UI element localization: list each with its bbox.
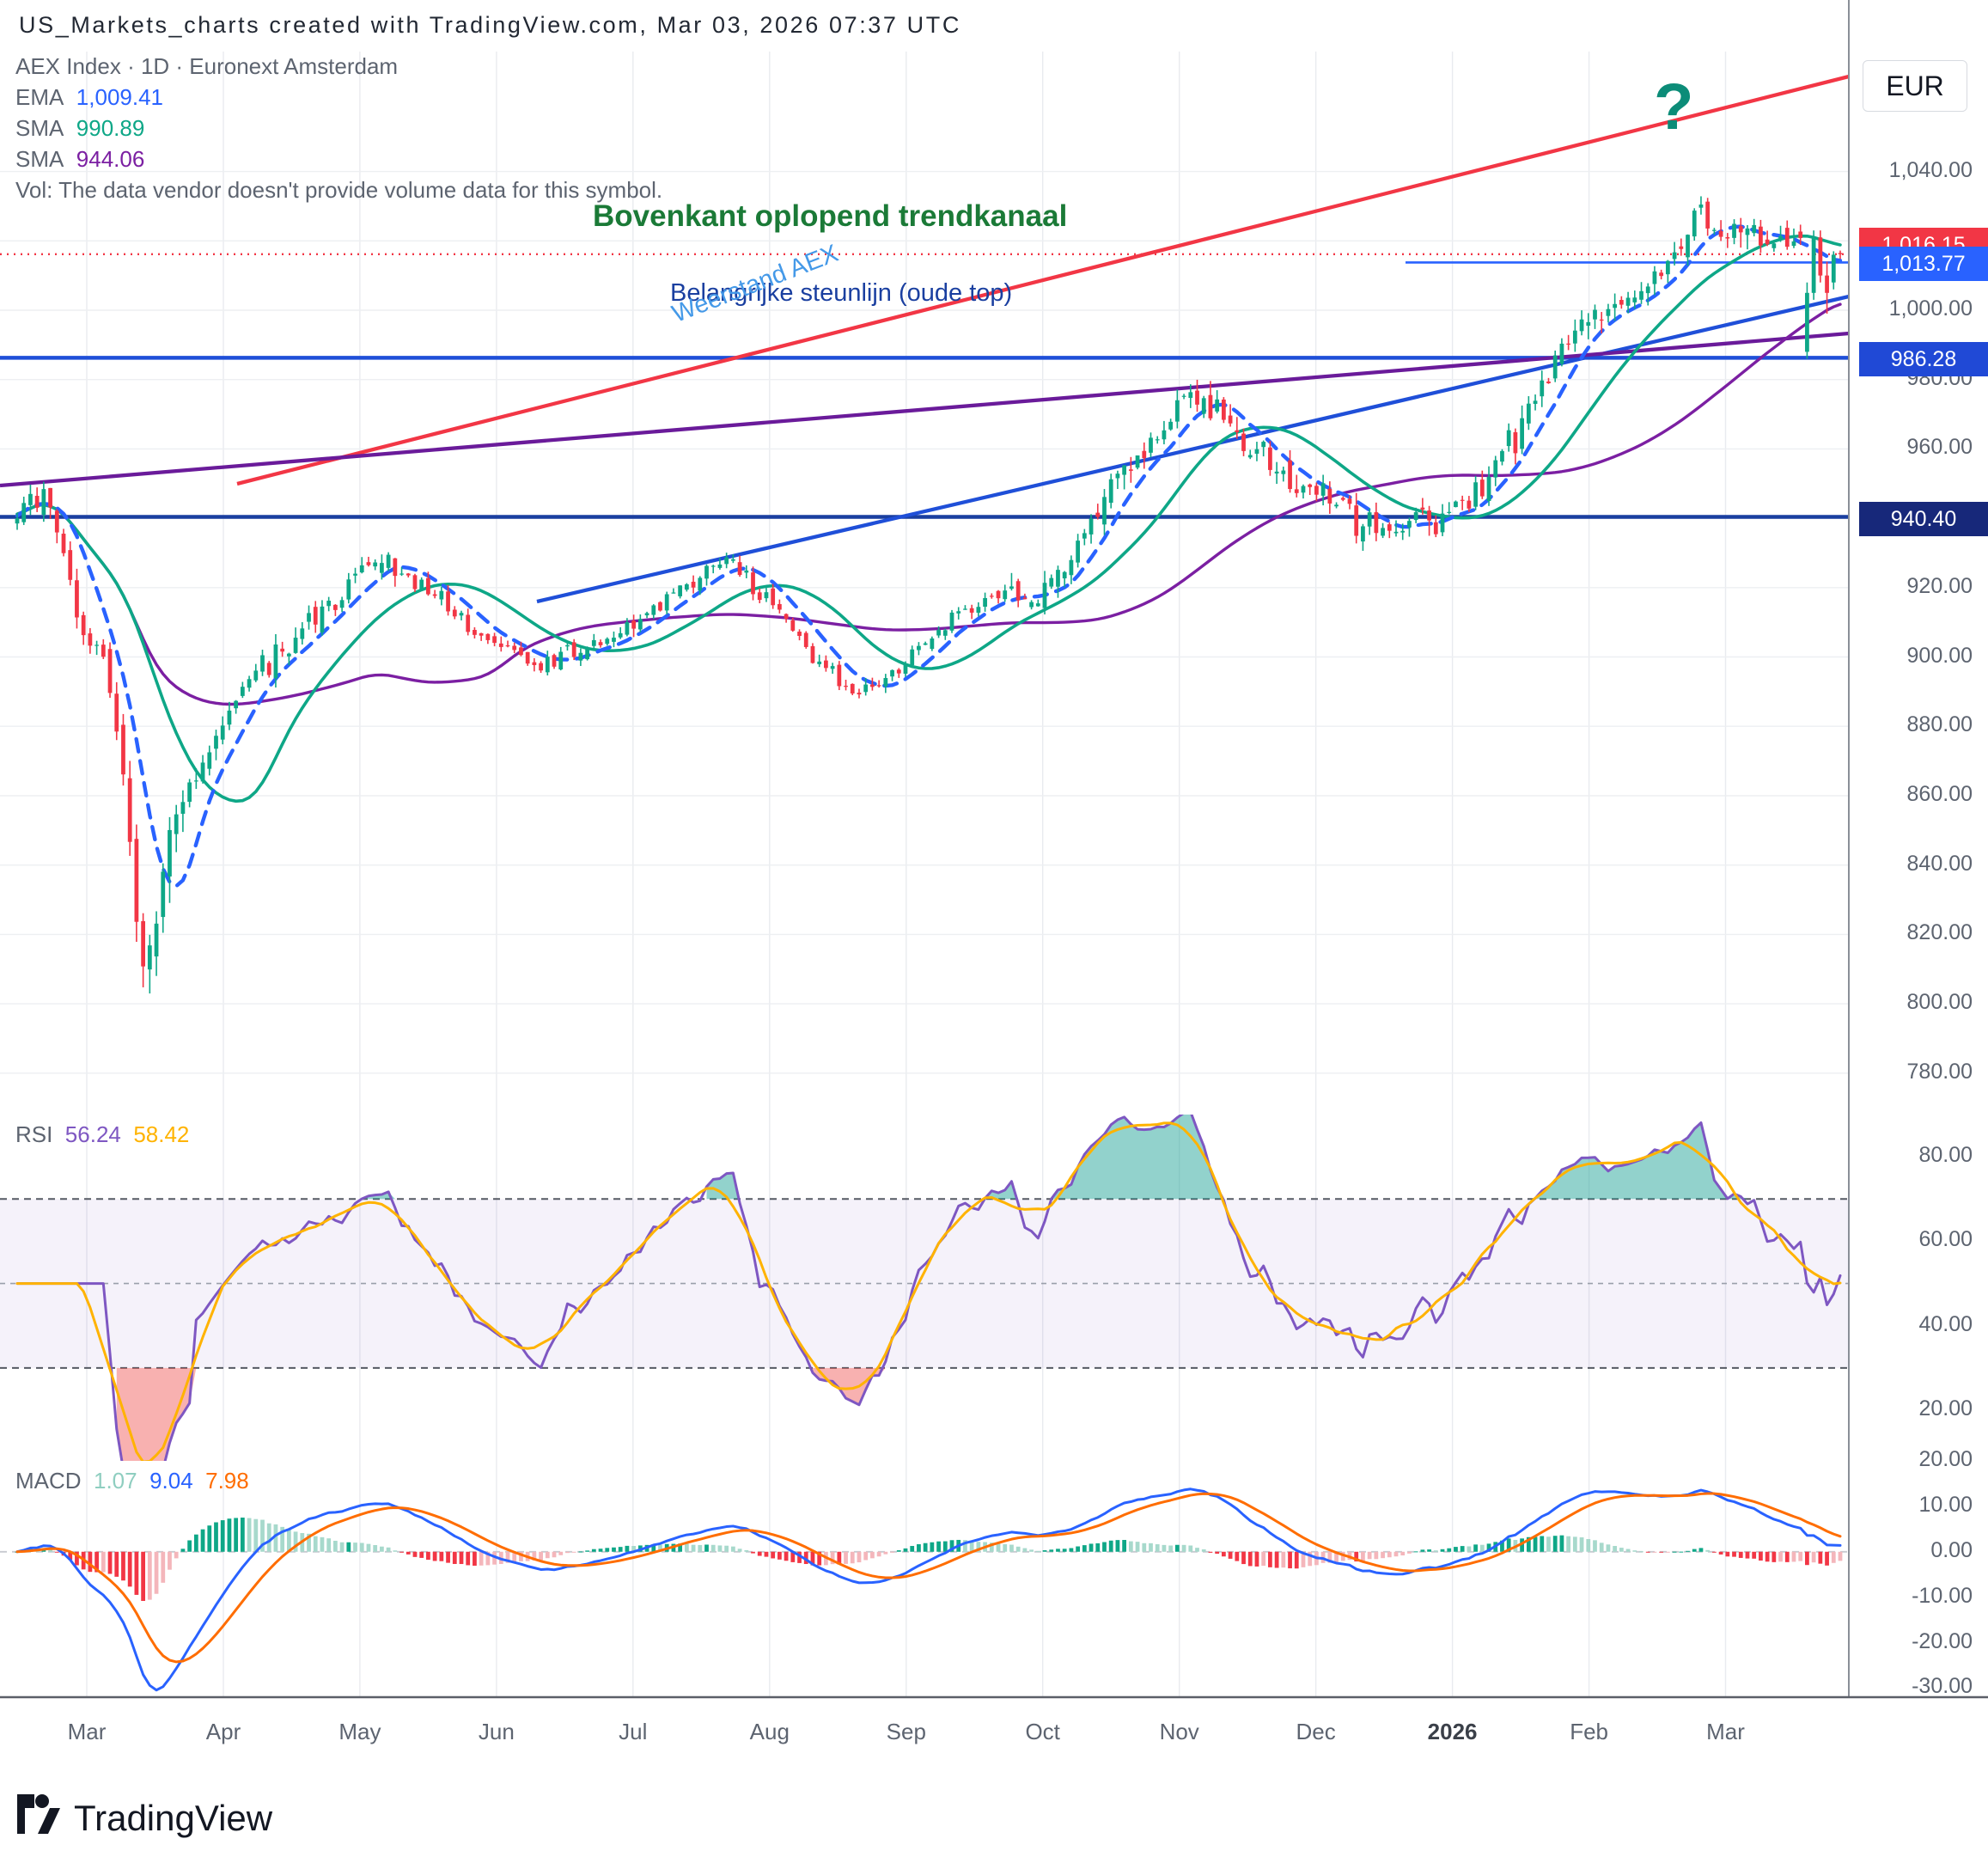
svg-text:?: ?: [1654, 70, 1693, 144]
